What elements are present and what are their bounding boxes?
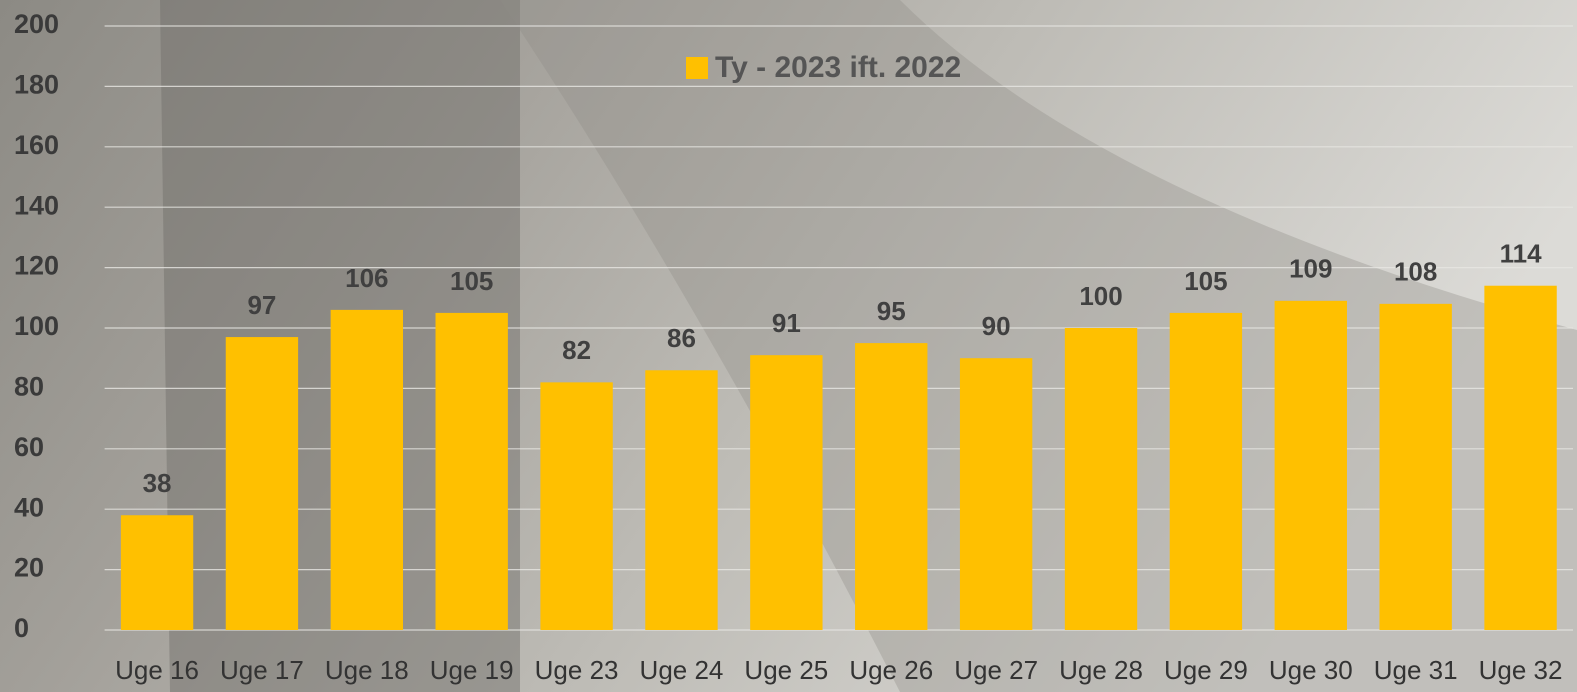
bar xyxy=(1065,328,1137,630)
value-label: 105 xyxy=(1184,266,1227,296)
x-tick-label: Uge 30 xyxy=(1269,655,1353,685)
value-label: 108 xyxy=(1394,257,1437,287)
x-tick-label: Uge 17 xyxy=(220,655,304,685)
y-tick-label: 160 xyxy=(14,130,59,160)
bar xyxy=(226,337,298,630)
value-label: 106 xyxy=(345,263,388,293)
x-tick-label: Uge 29 xyxy=(1164,655,1248,685)
y-tick-label: 200 xyxy=(14,9,59,39)
value-label: 100 xyxy=(1079,281,1122,311)
y-tick-label: 100 xyxy=(14,311,59,341)
bar xyxy=(121,515,193,630)
bar xyxy=(436,313,508,630)
bar xyxy=(540,382,612,630)
legend-swatch xyxy=(686,57,708,79)
x-tick-label: Uge 26 xyxy=(849,655,933,685)
y-tick-label: 80 xyxy=(14,372,44,402)
value-label: 91 xyxy=(772,308,801,338)
y-tick-label: 20 xyxy=(14,553,44,583)
bar xyxy=(331,310,403,630)
bar xyxy=(645,370,717,630)
bar xyxy=(960,358,1032,630)
y-tick-label: 40 xyxy=(14,492,44,522)
y-tick-label: 60 xyxy=(14,432,44,462)
bar xyxy=(1170,313,1242,630)
y-tick-label: 0 xyxy=(14,613,29,643)
chart: 0 20 40 60 80 100 120 140 160 180 200 Uge 16 38 Uge 1… xyxy=(0,0,1577,692)
x-tick-label: Uge 25 xyxy=(744,655,828,685)
x-tick-label: Uge 27 xyxy=(954,655,1038,685)
x-tick-label: Uge 31 xyxy=(1374,655,1458,685)
value-label: 82 xyxy=(562,335,591,365)
value-label: 95 xyxy=(877,296,906,326)
y-tick-label: 180 xyxy=(14,70,59,100)
value-label: 86 xyxy=(667,323,696,353)
value-label: 97 xyxy=(247,290,276,320)
bar xyxy=(1275,301,1347,630)
bar xyxy=(1379,304,1451,630)
y-tick-label: 140 xyxy=(14,190,59,220)
x-tick-label: Uge 32 xyxy=(1479,655,1563,685)
value-label: 109 xyxy=(1289,254,1332,284)
x-tick-label: Uge 28 xyxy=(1059,655,1143,685)
bar xyxy=(855,343,927,630)
x-tick-label: Uge 24 xyxy=(640,655,724,685)
value-label: 114 xyxy=(1500,239,1542,269)
x-tick-label: Uge 19 xyxy=(430,655,514,685)
bar xyxy=(750,355,822,630)
value-label: 90 xyxy=(982,311,1011,341)
x-tick-label: Uge 23 xyxy=(535,655,619,685)
y-tick-label: 120 xyxy=(14,251,59,281)
x-tick-label: Uge 16 xyxy=(115,655,199,685)
value-label: 105 xyxy=(450,266,493,296)
bar xyxy=(1484,286,1556,630)
x-tick-label: Uge 18 xyxy=(325,655,409,685)
legend-label: Ty - 2023 ift. 2022 xyxy=(715,51,961,84)
value-label: 38 xyxy=(143,468,172,498)
